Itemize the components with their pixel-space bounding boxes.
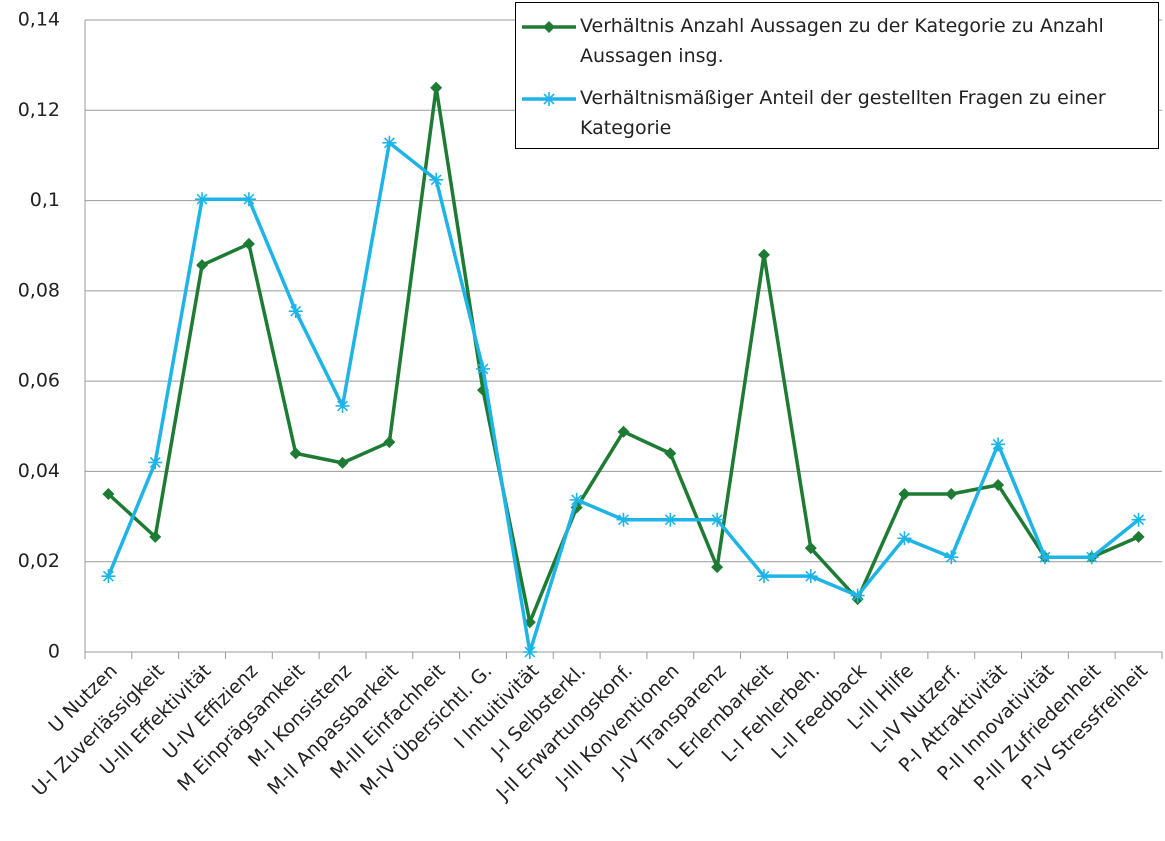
marker (1132, 530, 1145, 543)
marker (242, 237, 255, 250)
marker (617, 425, 630, 438)
marker (1131, 512, 1146, 527)
marker (241, 192, 256, 207)
marker (196, 259, 209, 272)
y-tick-label: 0,1 (30, 189, 60, 211)
marker (195, 192, 210, 207)
marker (336, 456, 349, 469)
marker (803, 569, 818, 584)
y-tick-label: 0,06 (18, 370, 60, 392)
y-tick-label: 0,08 (18, 279, 60, 301)
marker (804, 542, 817, 555)
legend: Verhältnis Anzahl Aussagen zu der Katego… (515, 2, 1159, 149)
y-tick-label: 0,02 (18, 550, 60, 572)
legend-item: Verhältnismäßiger Anteil der gestellten … (516, 83, 1156, 143)
marker (945, 488, 958, 500)
legend-item: Verhältnis Anzahl Aussagen zu der Katego… (516, 11, 1156, 71)
marker (335, 398, 350, 413)
marker (664, 447, 677, 460)
marker (383, 436, 396, 449)
marker (101, 569, 116, 584)
marker (148, 455, 163, 470)
y-tick-label: 0,04 (18, 460, 60, 482)
marker (663, 512, 678, 527)
marker (992, 478, 1005, 491)
y-tick-label: 0,14 (18, 9, 60, 31)
marker (289, 447, 302, 460)
marker (944, 550, 959, 565)
legend-marker (542, 92, 556, 106)
marker (1037, 550, 1052, 565)
legend-label: Verhältnis Anzahl Aussagen zu der Katego… (580, 15, 1104, 67)
marker (430, 81, 443, 94)
legend-swatch (522, 92, 576, 106)
marker (382, 135, 397, 150)
legend-swatch (522, 21, 576, 33)
marker (429, 172, 444, 187)
legend-label: Verhältnismäßiger Anteil der gestellten … (580, 87, 1106, 139)
series-line (107, 85, 1140, 624)
y-tick-label: 0 (48, 641, 60, 663)
marker (149, 530, 162, 543)
marker (756, 569, 771, 584)
marker (757, 248, 770, 261)
marker (991, 437, 1006, 452)
marker (288, 304, 303, 319)
series-line (106, 141, 1140, 654)
marker (710, 512, 725, 527)
marker (711, 561, 724, 574)
legend-marker (543, 21, 555, 33)
marker (898, 488, 911, 500)
marker (1084, 550, 1099, 565)
marker (897, 531, 912, 546)
marker (850, 588, 865, 603)
marker (476, 361, 491, 376)
marker (569, 492, 584, 507)
marker (616, 512, 631, 527)
y-tick-label: 0,12 (18, 99, 60, 121)
marker (522, 645, 537, 659)
marker (102, 488, 115, 500)
